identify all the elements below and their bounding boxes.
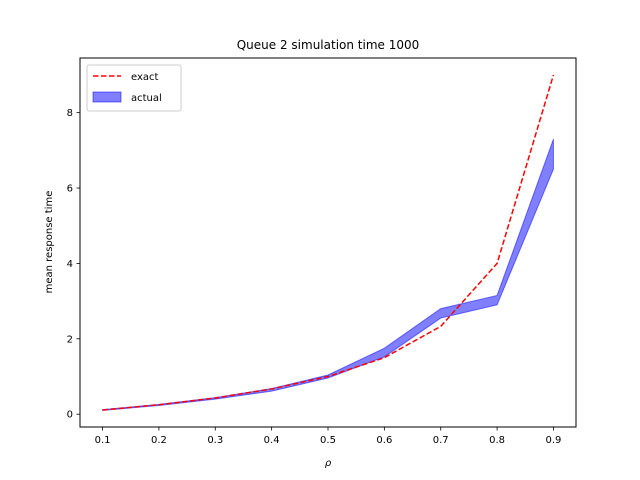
y-tick-label: 4 (67, 259, 73, 270)
x-axis-label: ρ (325, 458, 332, 469)
x-tick-label: 0.5 (320, 435, 336, 446)
x-tick-label: 0.3 (207, 435, 223, 446)
legend-actual-label: actual (131, 93, 162, 104)
legend-exact-label: exact (131, 72, 159, 83)
x-axis-ticks: 0.1 0.2 0.3 0.4 0.5 0.6 0.7 0.8 0.9 (95, 427, 562, 446)
y-tick-label: 8 (67, 108, 73, 119)
y-axis-label: mean response time (44, 191, 55, 294)
chart-title: Queue 2 simulation time 1000 (237, 38, 420, 52)
x-tick-label: 0.8 (489, 435, 505, 446)
x-tick-label: 0.2 (151, 435, 167, 446)
y-tick-label: 2 (67, 334, 73, 345)
legend-actual-swatch (92, 91, 122, 103)
exact-line (102, 74, 555, 411)
plot-frame (79, 57, 577, 428)
x-tick-label: 0.6 (376, 435, 392, 446)
x-tick-label: 0.1 (95, 435, 111, 446)
x-tick-label: 0.7 (433, 435, 449, 446)
exact-line-group (102, 74, 555, 411)
x-tick-label: 0.4 (264, 435, 280, 446)
legend: exact actual (86, 64, 182, 112)
y-axis-ticks: 0 2 4 6 8 (67, 108, 80, 421)
y-tick-label: 0 (67, 410, 73, 421)
x-tick-label: 0.9 (546, 435, 562, 446)
y-tick-label: 6 (67, 184, 73, 195)
